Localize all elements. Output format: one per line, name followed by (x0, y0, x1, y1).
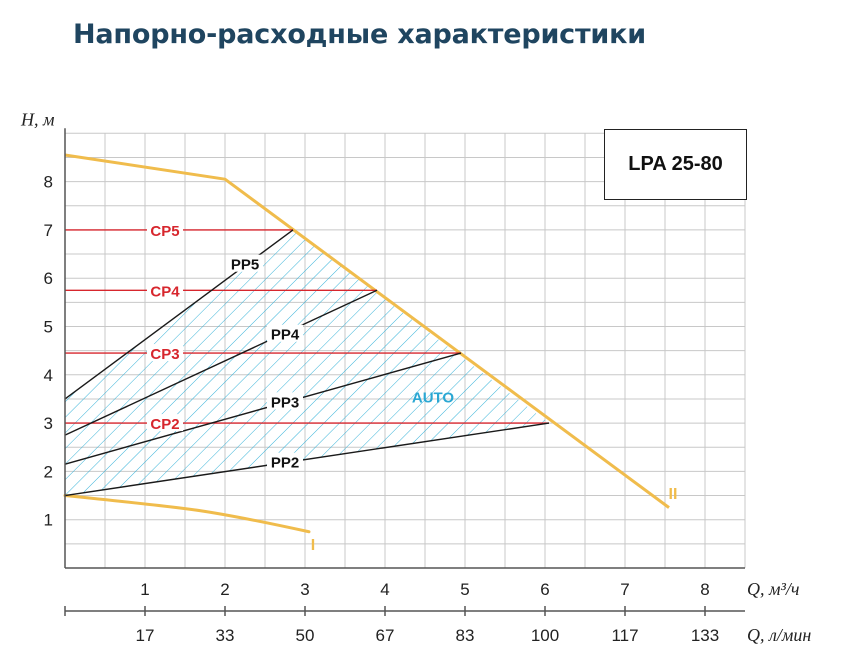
series-line-pp4 (64, 289, 378, 436)
series-label-bg-cp5 (147, 220, 183, 238)
series-label-bg-pp2 (267, 452, 303, 470)
x-tick-label: 6 (540, 580, 549, 599)
x-axis-label: Q, м³/ч (747, 579, 799, 599)
x2-tick-label: 133 (691, 626, 719, 645)
series-label-pp4: PP4 (271, 327, 300, 344)
series-label-bg-pp5 (227, 254, 263, 272)
y-tick-label: 2 (44, 462, 53, 481)
series-label-pp2: PP2 (271, 455, 299, 472)
series-label-bg-cp4 (147, 281, 183, 299)
x-tick-label: 1 (140, 580, 149, 599)
x2-axis-label: Q, л/мин (747, 625, 811, 645)
auto-label: AUTO (412, 390, 455, 407)
series-label-pp3: PP3 (271, 394, 299, 411)
y-tick-label: 3 (44, 414, 53, 433)
series-label-ii: II (669, 486, 678, 503)
x-tick-label: 3 (300, 580, 309, 599)
series-label-pp5: PP5 (231, 257, 259, 274)
y-tick-label: 8 (44, 173, 53, 192)
series-line-pp2 (64, 422, 550, 497)
x2-tick-label: 100 (531, 626, 559, 645)
series-label-bg-cp3 (147, 344, 183, 362)
model-label: LPA 25-80 (604, 129, 747, 200)
x-tick-label: 2 (220, 580, 229, 599)
y-tick-label: 6 (44, 269, 53, 288)
x2-tick-label: 67 (376, 626, 395, 645)
series-label-bg-pp3 (267, 392, 303, 410)
series-label-bg-pp4 (267, 324, 303, 342)
x-tick-label: 4 (380, 580, 389, 599)
y-tick-label: 1 (44, 511, 53, 530)
auto-region-layer (65, 229, 549, 496)
y-tick-label: 4 (44, 366, 53, 385)
y-tick-label: 5 (44, 318, 53, 337)
x2-tick-label: 50 (296, 626, 315, 645)
y-axis-label: H, м (20, 109, 55, 129)
x-tick-label: 7 (620, 580, 629, 599)
x2-tick-label: 17 (136, 626, 155, 645)
x-tick-label: 5 (460, 580, 469, 599)
series-label-cp2: CP2 (150, 416, 179, 433)
x2-tick-label: 117 (611, 626, 638, 645)
series-label-cp4: CP4 (150, 283, 180, 300)
x-tick-label: 8 (700, 580, 709, 599)
x2-tick-label: 33 (216, 626, 235, 645)
series-label-cp3: CP3 (150, 346, 179, 363)
series-line-pp3 (64, 352, 462, 465)
series-line-ii (64, 153, 670, 509)
page-title: Напорно-расходные характеристики (73, 19, 646, 50)
y-tick-label: 7 (44, 221, 53, 240)
series-line-i (63, 494, 311, 534)
series-label-bg-cp2 (147, 414, 183, 432)
series-label-cp5: CP5 (150, 223, 179, 240)
series-label-i: I (311, 537, 315, 554)
x2-tick-label: 83 (456, 626, 475, 645)
auto-region (65, 229, 549, 496)
